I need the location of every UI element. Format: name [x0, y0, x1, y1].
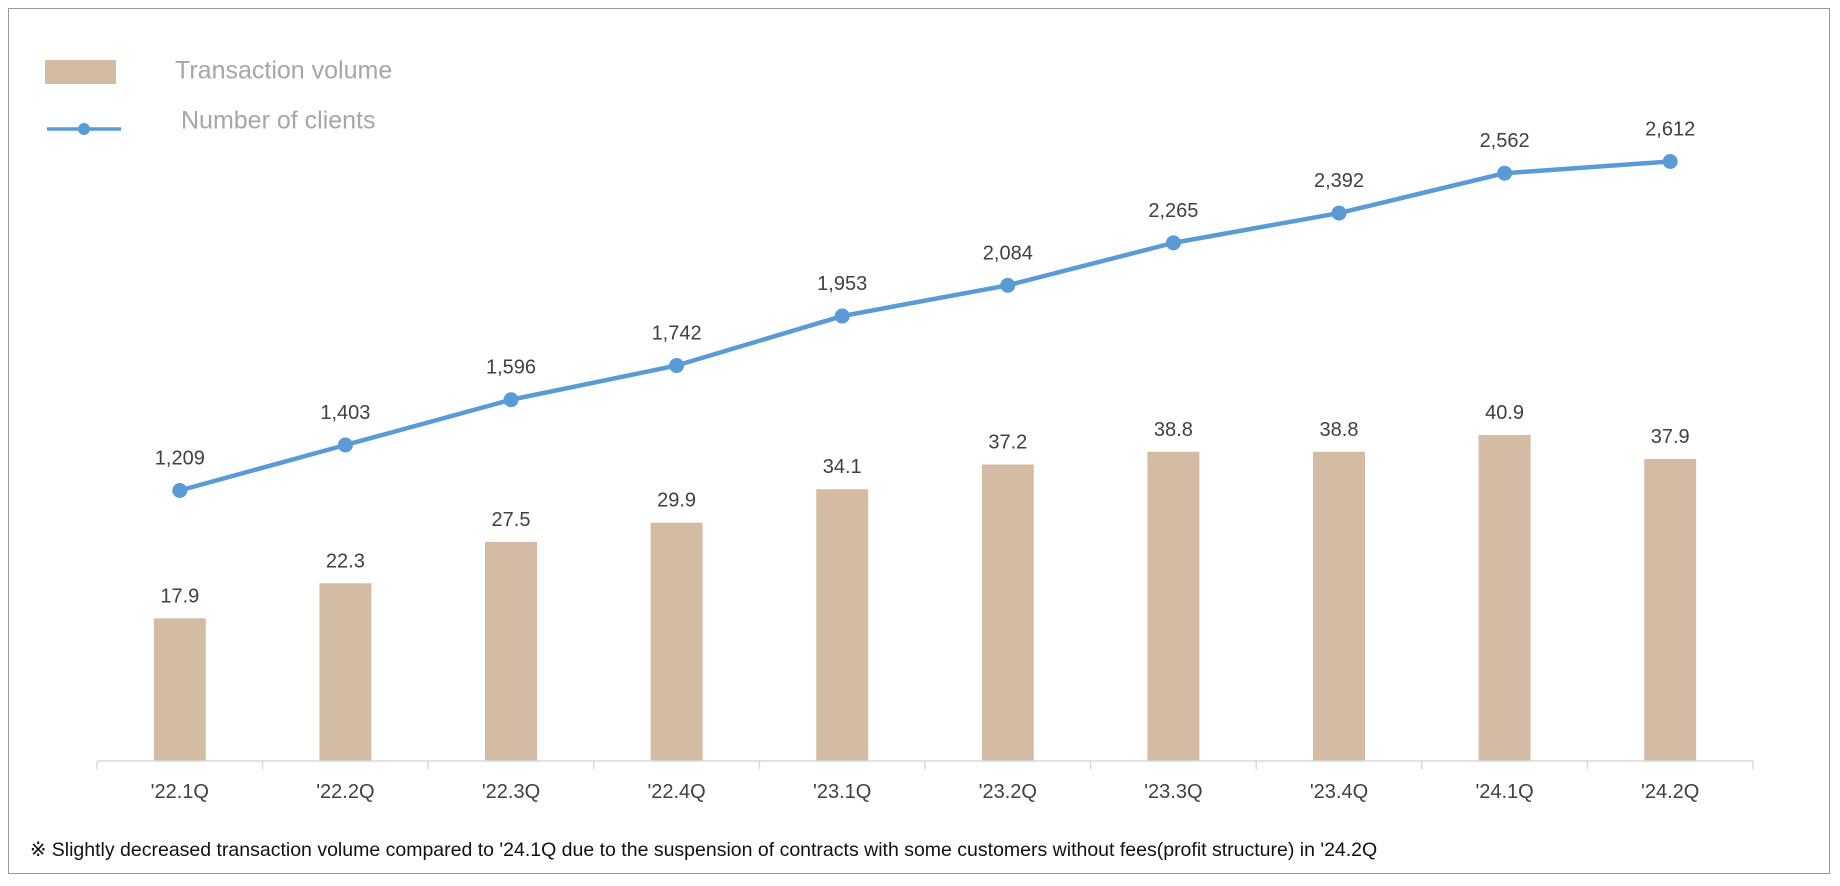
bar — [1313, 451, 1365, 761]
line-data-label: 1,953 — [817, 273, 867, 295]
bar — [1644, 458, 1697, 761]
bar-data-label: 40.9 — [1485, 402, 1524, 424]
x-tick-label: '24.1Q — [1475, 781, 1533, 803]
x-tick-label: '22.3Q — [482, 781, 540, 803]
line-path — [179, 159, 1671, 493]
bar-data-label: 34.1 — [823, 456, 862, 478]
x-tick-label: '22.4Q — [647, 781, 705, 803]
line-data-label: 1,403 — [320, 402, 370, 424]
line-point — [1000, 277, 1016, 293]
bar-data-label: 37.2 — [988, 432, 1027, 454]
line-point — [337, 437, 353, 453]
line-data-labels: 1,209 1,403 1,596 1,742 1,953 2,084 2,265 2,392… — [155, 118, 1695, 469]
bar-series — [153, 435, 1697, 761]
line-data-label: 2,392 — [1314, 170, 1364, 192]
bar-data-label: 38.8 — [1320, 419, 1359, 441]
bar — [650, 522, 703, 761]
line-data-label: 2,084 — [983, 242, 1033, 264]
bar — [981, 464, 1034, 761]
x-tick-label: '23.3Q — [1144, 781, 1202, 803]
line-data-label: 2,265 — [1148, 200, 1198, 222]
bar-data-label: 17.9 — [160, 585, 199, 607]
footnote: ※ Slightly decreased transaction volume … — [30, 839, 1378, 861]
legend-bar-label: Transaction volume — [175, 57, 392, 85]
bar — [153, 618, 206, 761]
line-series — [172, 153, 1678, 498]
line-point — [1331, 205, 1347, 221]
line-data-label: 1,596 — [486, 357, 536, 379]
bar — [1147, 451, 1200, 761]
bar-data-label: 38.8 — [1154, 419, 1193, 441]
bar — [319, 583, 372, 761]
bar-data-label: 27.5 — [492, 509, 531, 531]
line-point — [1497, 165, 1513, 181]
bar-data-labels: 17.9 22.3 27.5 29.9 34.1 37.2 38.8 38.8 40.9 37.9 — [160, 402, 1689, 607]
legend-bar-swatch — [45, 60, 116, 84]
line-point — [834, 308, 850, 324]
legend-line-label: Number of clients — [181, 107, 376, 135]
bar-data-label: 22.3 — [326, 550, 365, 572]
line-point — [669, 358, 685, 374]
line-data-label: 1,742 — [652, 323, 702, 345]
bar — [816, 489, 869, 761]
line-data-label: 2,562 — [1480, 130, 1530, 152]
x-tick-label: '23.2Q — [979, 781, 1037, 803]
x-tick-label: '24.2Q — [1641, 781, 1699, 803]
legend-line-marker — [78, 123, 90, 135]
line-point — [1662, 153, 1678, 169]
x-tick-label: '22.1Q — [151, 781, 209, 803]
line-point — [503, 392, 519, 408]
line-point — [172, 483, 188, 498]
bar — [1478, 435, 1531, 761]
bar — [485, 541, 537, 761]
line-data-label: 1,209 — [155, 448, 205, 470]
bar-data-label: 29.9 — [657, 490, 696, 512]
x-tick-label: '22.2Q — [316, 781, 374, 803]
x-tick-label: '23.1Q — [813, 781, 871, 803]
x-axis: '22.1Q '22.2Q '22.3Q '22.4Q '23.1Q '23.2Q '23.… — [96, 760, 1754, 803]
bar-data-label: 37.9 — [1651, 426, 1690, 448]
x-tick-label: '23.4Q — [1310, 781, 1368, 803]
line-data-label: 2,612 — [1645, 118, 1695, 140]
legend: Transaction volume Number of clients — [45, 57, 392, 135]
line-point — [1165, 235, 1181, 251]
